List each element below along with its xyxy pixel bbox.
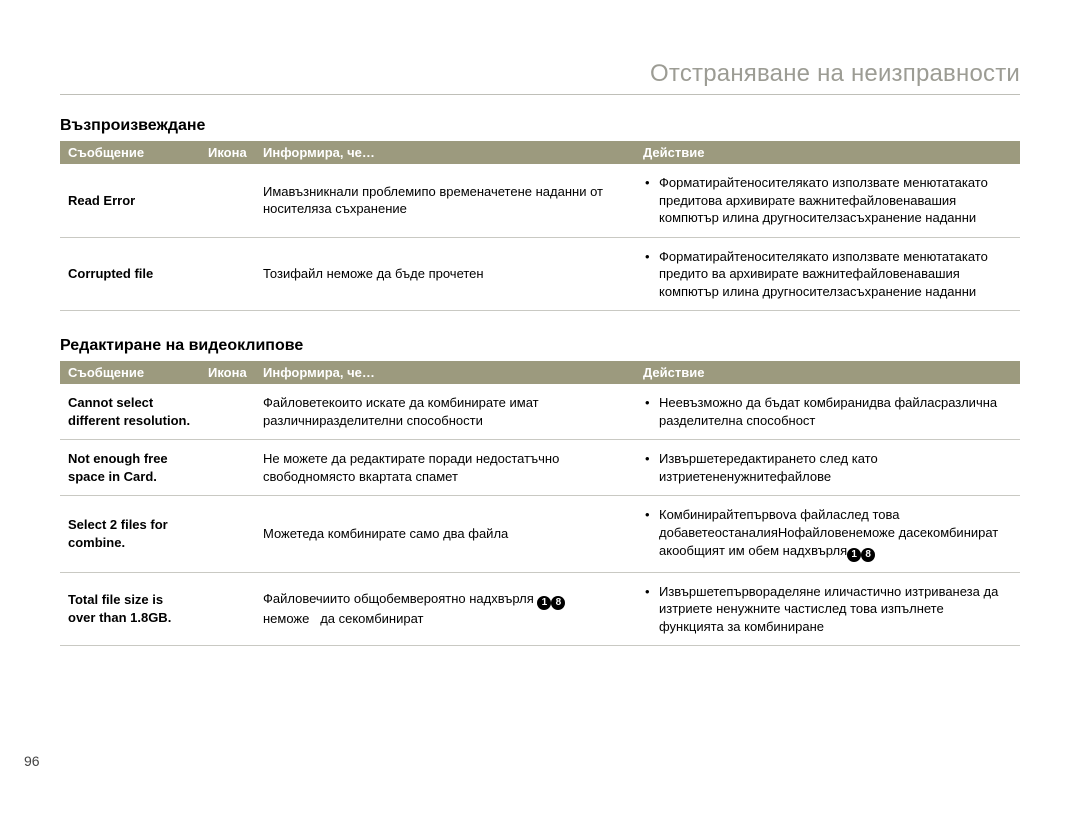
col-header-icon: Икона <box>200 361 255 384</box>
icon-cell <box>200 237 255 311</box>
col-header-info: Информира, че… <box>255 141 635 164</box>
icon-cell <box>200 496 255 572</box>
table-row: Corrupted file Тозифайл неможе да бъде пр… <box>60 237 1020 311</box>
message-cell: Cannot select different resolution. <box>60 384 200 440</box>
action-item: Неевъзможно да бъдат комбиранидва файлас… <box>643 394 1012 429</box>
message-cell: Corrupted file <box>60 237 200 311</box>
message-cell: Not enough free space in Card. <box>60 440 200 496</box>
action-cell: Неевъзможно да бъдат комбиранидва файлас… <box>635 384 1020 440</box>
info-cell: Файловетекоито искате да комбинирате има… <box>255 384 635 440</box>
icon-cell <box>200 164 255 237</box>
col-header-action: Действие <box>635 361 1020 384</box>
action-item: Комбинирайтепървоvа файласлед това добав… <box>643 506 1012 561</box>
page-title: Отстраняване на неизправности <box>60 60 1020 95</box>
troubleshoot-table: СъобщениеИконаИнформира, че…ДействиеRead… <box>60 141 1020 311</box>
message-cell: Read Error <box>60 164 200 237</box>
section-title: Редактиране на видеоклипове <box>60 337 1020 355</box>
info-cell: Имавъзникнали проблемипо временачетене н… <box>255 164 635 237</box>
info-cell: Тозифайл неможе да бъде прочетен <box>255 237 635 311</box>
troubleshoot-table: СъобщениеИконаИнформира, че…ДействиеCann… <box>60 361 1020 646</box>
col-header-icon: Икона <box>200 141 255 164</box>
action-item: Извършетередактирането след като изтриет… <box>643 450 1012 485</box>
info-cell: Файловечиито общобемвероятно надхвърля 1… <box>255 572 635 646</box>
icon-cell <box>200 384 255 440</box>
action-cell: Форматирайтеносителякато използвате меню… <box>635 237 1020 311</box>
table-row: Cannot select different resolution. Файло… <box>60 384 1020 440</box>
message-cell: Total file size is over than 1.8GB. <box>60 572 200 646</box>
table-row: Not enough free space in Card. Не можете … <box>60 440 1020 496</box>
col-header-info: Информира, че… <box>255 361 635 384</box>
message-cell: Select 2 files for combine. <box>60 496 200 572</box>
section-title: Възпроизвеждане <box>60 117 1020 135</box>
page-number: 96 <box>24 753 40 769</box>
table-row: Read Error Имавъзникнали проблемипо време… <box>60 164 1020 237</box>
info-cell: Не можете да редактирате поради недостат… <box>255 440 635 496</box>
icon-cell <box>200 572 255 646</box>
icon-cell <box>200 440 255 496</box>
col-header-action: Действие <box>635 141 1020 164</box>
info-cell: Можетеда комбинирате само два файла <box>255 496 635 572</box>
col-header-message: Съобщение <box>60 361 200 384</box>
col-header-message: Съобщение <box>60 141 200 164</box>
action-cell: Форматирайтеносителякато използвате меню… <box>635 164 1020 237</box>
table-row: Total file size is over than 1.8GB. Файло… <box>60 572 1020 646</box>
action-item: Форматирайтеносителякато използвате меню… <box>643 174 1012 227</box>
action-item: Форматирайтеносителякато използвате меню… <box>643 248 1012 301</box>
action-cell: Комбинирайтепървоvа файласлед това добав… <box>635 496 1020 572</box>
page-content: Отстраняване на неизправности Възпроизве… <box>60 60 1020 672</box>
action-cell: Извършетередактирането след като изтриет… <box>635 440 1020 496</box>
table-row: Select 2 files for combine. Можетеда комб… <box>60 496 1020 572</box>
action-cell: Извършетепървораделяне иличастично изтри… <box>635 572 1020 646</box>
action-item: Извършетепървораделяне иличастично изтри… <box>643 583 1012 636</box>
